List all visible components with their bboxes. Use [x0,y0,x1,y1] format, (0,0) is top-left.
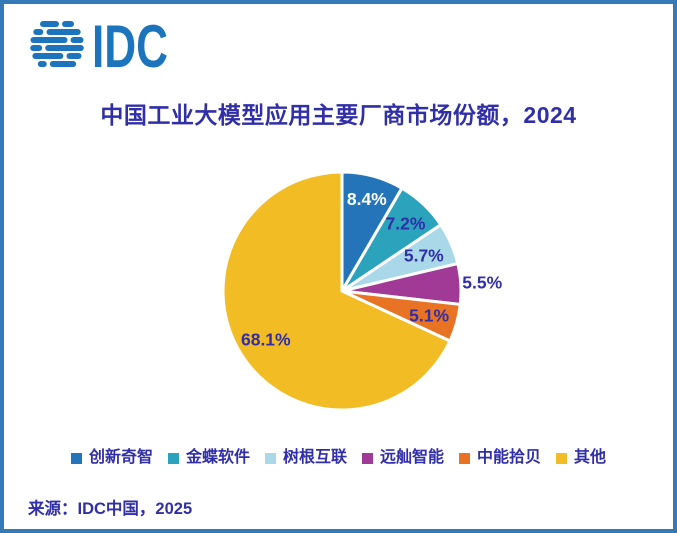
legend-label: 其他 [574,449,607,466]
legend-item-5: 中能拾贝 [459,450,541,466]
legend-label: 树根互联 [282,449,347,466]
legend-label: 远舢智能 [380,449,445,466]
legend-marker-icon [70,452,82,464]
pie-value-label-2: 7.2% [386,213,426,233]
pie-value-label-6: 68.1% [241,330,291,350]
chart-title: 中国工业大模型应用主要厂商市场份额，2024 [100,102,577,128]
legend-label: 中能拾贝 [477,449,542,466]
pie-value-label-5: 5.1% [409,305,449,325]
legend: 创新奇智 金蝶软件 树根互联 远舢智能 中能拾贝 其他 [4,450,673,466]
idc-logo: IDC [30,18,168,74]
pie-value-label-3: 5.7% [404,245,444,265]
legend-marker-icon [459,452,471,464]
legend-marker-icon [167,452,179,464]
pie-chart: 8.4% 7.2% 5.7% 5.5% 5.1% 68.1% [221,170,503,412]
legend-item-3: 树根互联 [264,449,347,466]
pie-value-label-1: 8.4% [347,189,387,209]
idc-globe-icon [30,21,84,67]
legend-item-4: 远舢智能 [362,450,444,466]
idc-logo-text: IDC [92,18,168,74]
legend-label: 创新奇智 [88,449,153,466]
legend-item-6: 其他 [556,450,606,466]
source-note: 来源：IDC中国，2025 [28,500,193,518]
legend-label: 金蝶软件 [185,449,250,466]
pie-slice-6 [221,170,452,412]
legend-item-2: 金蝶软件 [167,449,250,466]
legend-marker-icon [556,452,568,464]
pie-value-label-4: 5.5% [462,273,502,293]
legend-marker-icon [362,452,373,464]
legend-item-1: 创新奇智 [70,449,153,466]
legend-marker-icon [264,452,276,464]
